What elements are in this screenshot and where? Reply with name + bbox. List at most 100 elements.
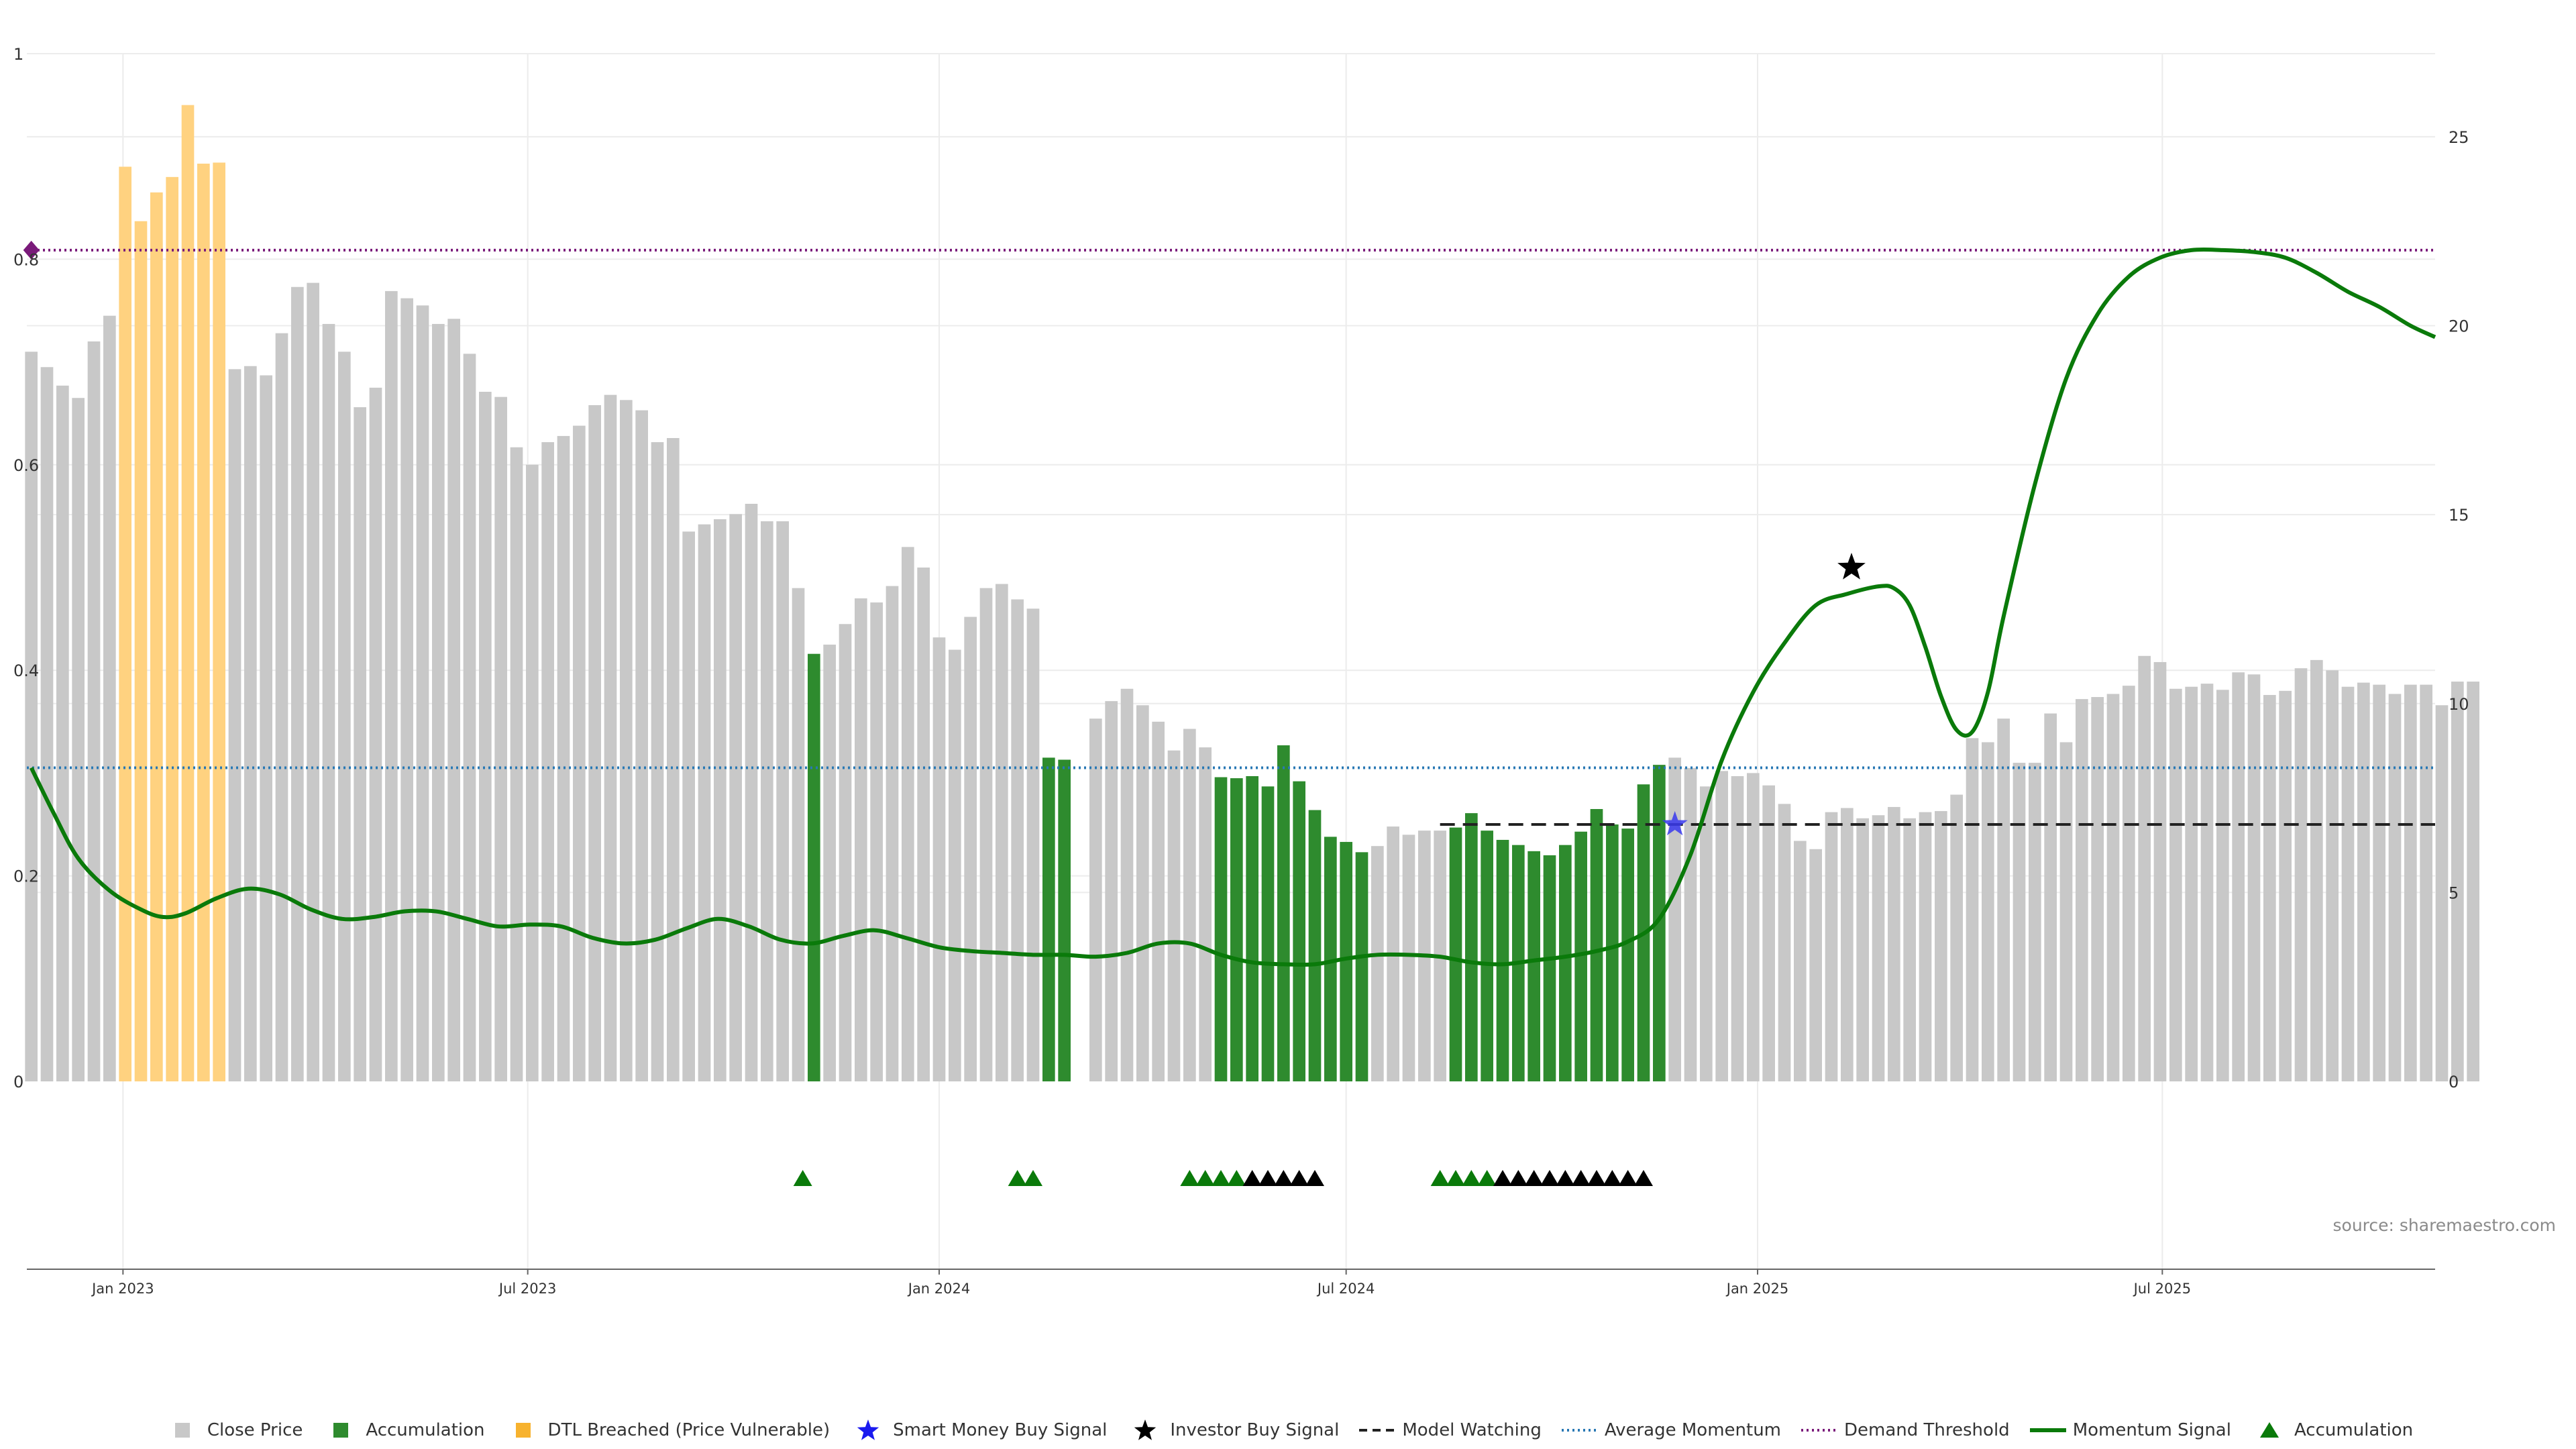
close-price-bar [1888, 806, 1900, 1081]
close-price-bar [1199, 747, 1212, 1081]
dtl-breached-bar [150, 192, 163, 1081]
legend-item-momentum: Momentum Signal [2029, 1419, 2231, 1442]
close-price-bar [1668, 757, 1681, 1081]
x-tick-label: Jul 2024 [1316, 1281, 1375, 1297]
close-price-bar [526, 464, 539, 1081]
close-price-bar [2435, 705, 2449, 1081]
close-price-bar [2388, 694, 2402, 1081]
close-price-bar [635, 410, 648, 1081]
close-price-bar [2029, 763, 2041, 1081]
close-price-bar [103, 315, 116, 1081]
close-price-bar [2153, 661, 2167, 1081]
left-tick-label: 0 [13, 1073, 23, 1091]
close-price-bar [2216, 690, 2229, 1081]
accumulation-triangle [1180, 1170, 1199, 1186]
close-price-bar [2044, 713, 2057, 1081]
close-price-bar [1903, 818, 1916, 1081]
close-price-bar [307, 282, 319, 1081]
dot-purple-icon [1800, 1419, 1839, 1442]
line-green-icon [2029, 1419, 2068, 1442]
close-price-bar [1809, 849, 1822, 1081]
close-price-bar [2467, 682, 2479, 1081]
investor-triangle [1274, 1170, 1293, 1186]
momentum-signal-line [29, 247, 2436, 967]
close-price-bar [932, 637, 946, 1081]
close-price-bar [1731, 775, 1744, 1081]
star-blue-icon [849, 1419, 888, 1442]
dtl-breached-bar [166, 176, 178, 1082]
close-price-bar [964, 616, 977, 1081]
close-price-bar [1762, 785, 1775, 1081]
close-price-bar [463, 354, 476, 1081]
investor-triangle [1493, 1170, 1512, 1186]
accumulation-bar [1308, 810, 1322, 1081]
accumulation-bar [1230, 778, 1243, 1081]
close-price-bar [1856, 818, 1869, 1081]
square-orange-icon [504, 1419, 543, 1442]
close-price-bar [823, 644, 836, 1081]
investor-buy-star [1837, 553, 1866, 580]
close-price-bar [604, 394, 617, 1081]
legend-item-close: Close Price [163, 1419, 303, 1442]
investor-triangle [1571, 1170, 1591, 1186]
star-black-icon [1126, 1419, 1165, 1442]
close-price-bar [2404, 684, 2417, 1081]
square-grey-icon [163, 1419, 202, 1442]
left-tick-label: 0.6 [13, 456, 39, 475]
accumulation-triangle [1477, 1170, 1497, 1186]
close-price-bar [1152, 721, 1165, 1081]
signal-markers [23, 240, 1866, 1186]
close-price-bar [1872, 815, 1885, 1081]
close-price-bar [855, 598, 867, 1081]
right-tick-label: 20 [2449, 317, 2469, 336]
x-tick-label: Jan 2025 [1725, 1281, 1789, 1297]
close-price-bar [839, 624, 852, 1081]
close-price-bar [1841, 808, 1854, 1081]
smart-money-buy-star [1662, 811, 1688, 836]
left-tick-label: 0.4 [13, 661, 39, 680]
close-price-bar [228, 369, 241, 1081]
close-price-bar [1684, 767, 1697, 1081]
investor-triangle [1242, 1170, 1262, 1186]
triangle-green-icon [2250, 1419, 2289, 1442]
left-tick-label: 0.2 [13, 867, 39, 886]
close-price-bar [1919, 812, 1932, 1081]
close-price-bar [2263, 694, 2276, 1081]
close-price-bar [1794, 841, 1807, 1081]
accumulation-bar [1496, 839, 1509, 1081]
investor-triangle [1258, 1170, 1277, 1186]
close-price-bar [40, 367, 54, 1081]
investor-triangle [1289, 1170, 1309, 1186]
close-price-bar [541, 442, 554, 1081]
accumulation-bar [1543, 855, 1556, 1081]
dtl-breached-bar [119, 166, 131, 1081]
investor-triangle [1634, 1170, 1653, 1186]
close-price-bar [917, 568, 930, 1081]
close-price-bar [2123, 686, 2135, 1081]
close-price-bar [87, 341, 101, 1082]
close-price-bar [479, 392, 492, 1081]
close-price-bar [557, 435, 570, 1081]
close-price-bar [761, 521, 773, 1081]
accumulation-triangle [1195, 1170, 1215, 1186]
close-price-bar [354, 407, 366, 1081]
close-price-bar [2357, 682, 2370, 1081]
left-tick-label: 1 [13, 45, 23, 64]
close-price-bar [979, 588, 993, 1081]
close-price-bar [885, 586, 899, 1081]
close-price-bar [2012, 763, 2026, 1081]
close-price-bar [510, 447, 523, 1081]
square-green-icon [321, 1419, 360, 1442]
legend-label: Accumulation [2294, 1420, 2414, 1440]
close-price-bar [2138, 655, 2151, 1081]
demand-threshold-marker [23, 240, 40, 260]
accumulation-bar [1214, 777, 1228, 1081]
legend: Close Price Accumulation DTL Breached (Pri… [0, 1419, 2576, 1442]
close-price-bar [2200, 684, 2214, 1081]
close-price-bar [1105, 701, 1118, 1081]
close-price-bar [573, 425, 586, 1081]
close-price-bar [1371, 846, 1384, 1081]
close-price-bar [447, 319, 460, 1082]
close-price-bar [1747, 773, 1760, 1081]
